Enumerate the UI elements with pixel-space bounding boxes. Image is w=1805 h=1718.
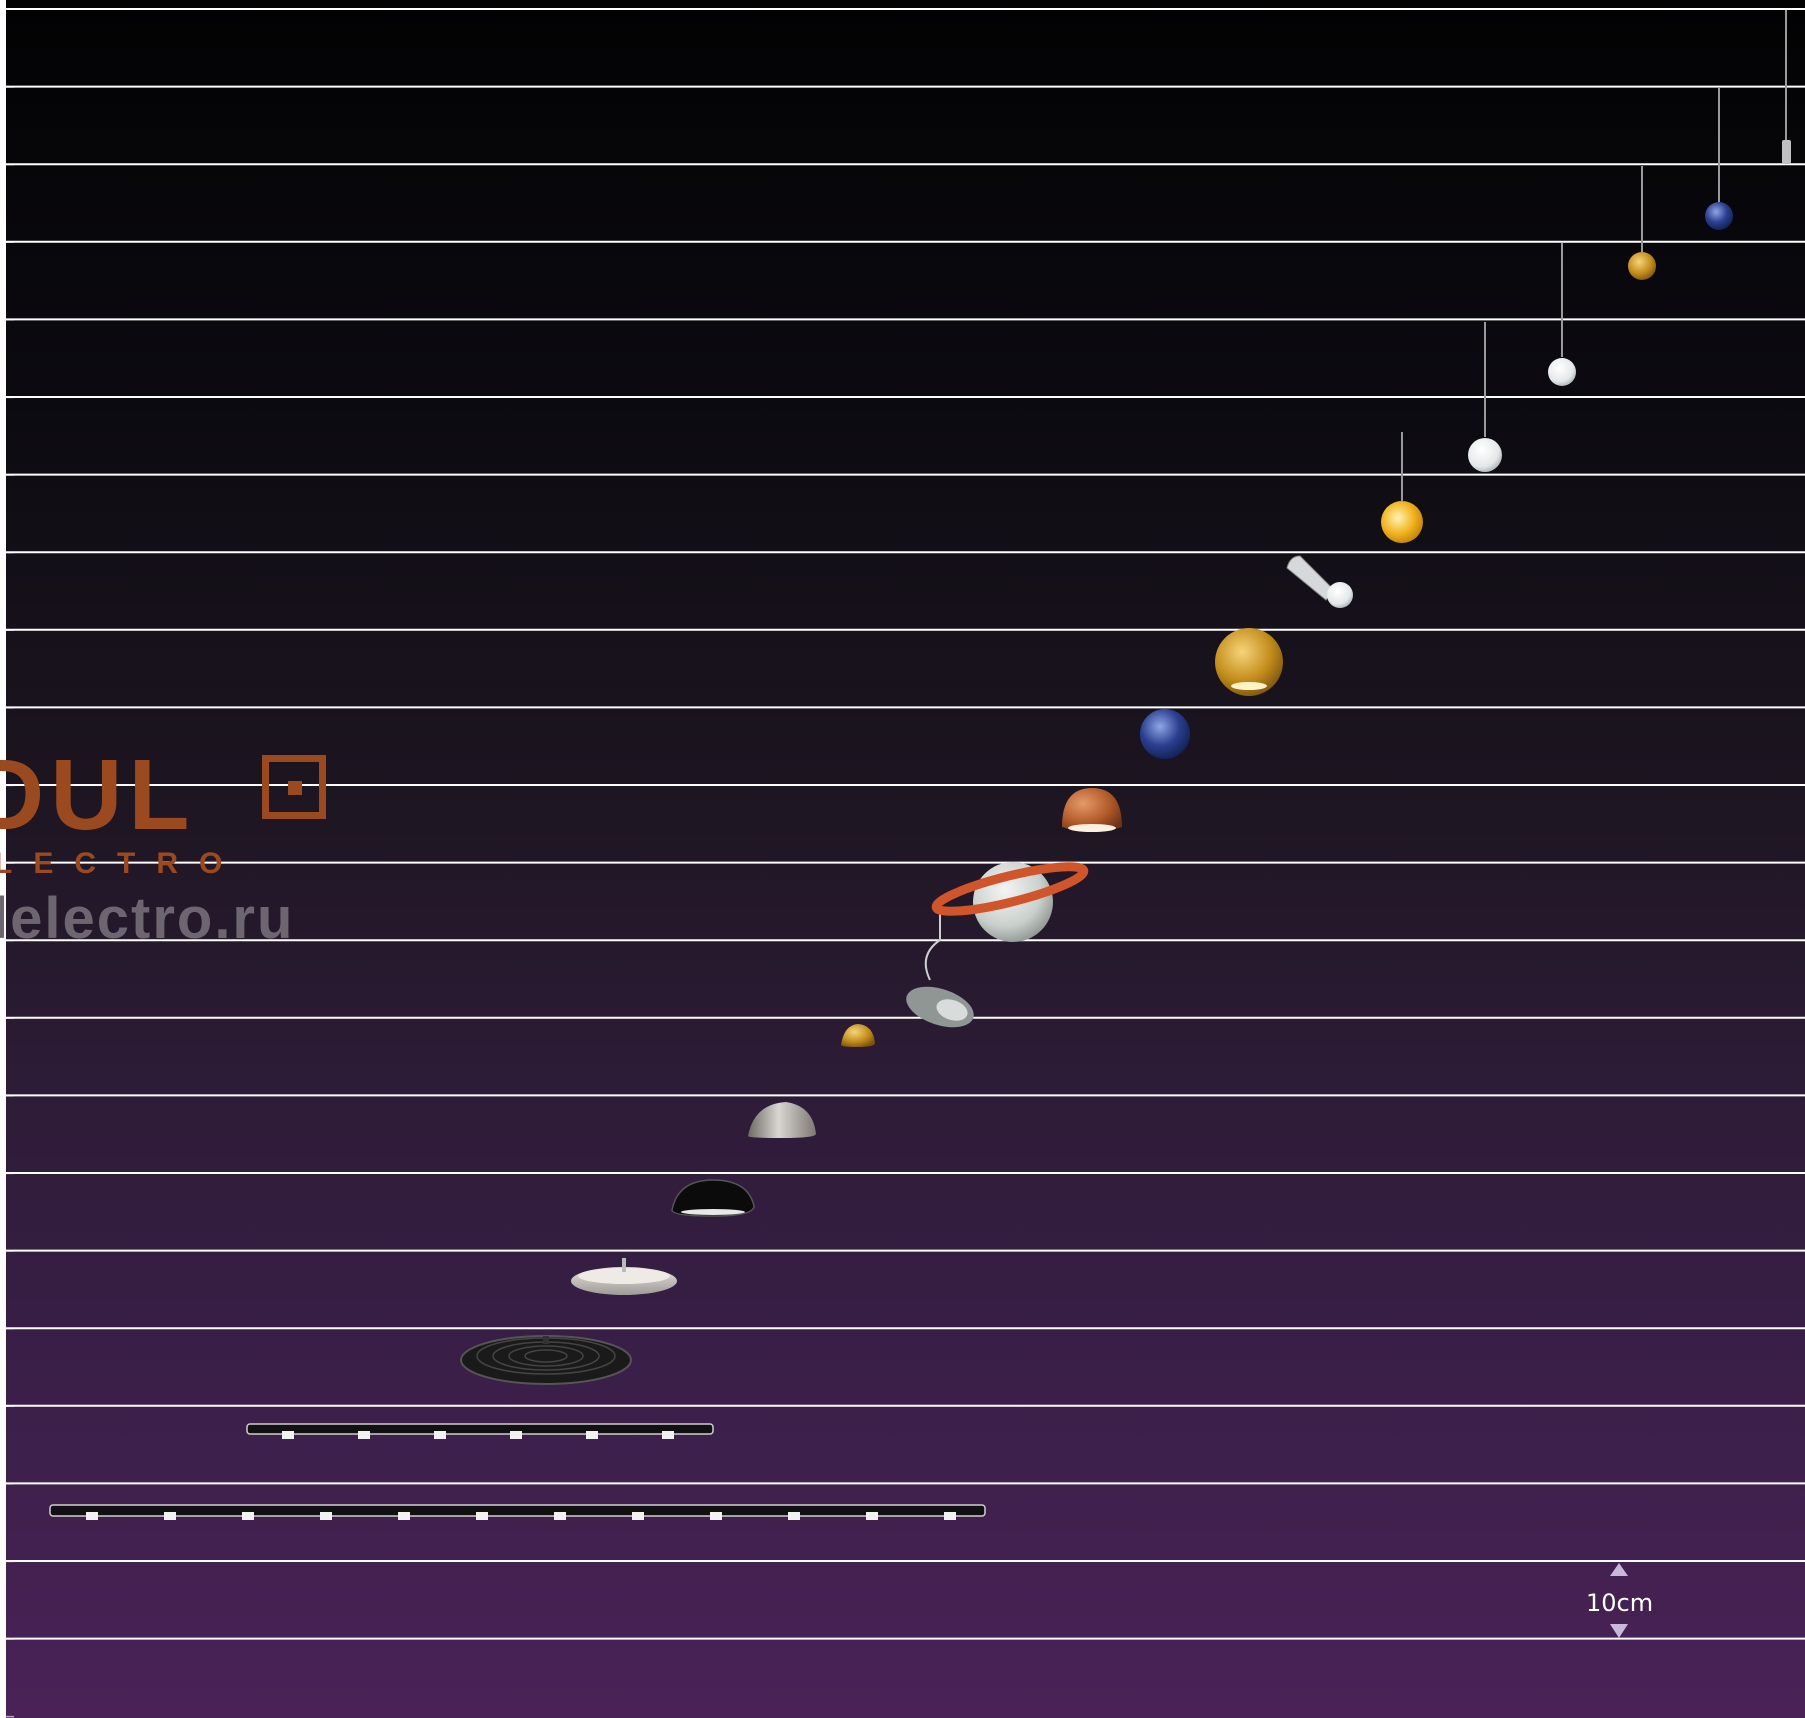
track-spot xyxy=(788,1512,800,1520)
dome-body xyxy=(671,1179,755,1217)
logo-square-icon xyxy=(262,755,326,819)
brand-logo: DUL LECTRO lelectro.ru xyxy=(0,745,340,945)
disc-stem xyxy=(543,1336,549,1344)
scale-up-arrow-icon xyxy=(1610,1563,1628,1576)
blue-globe-pendant xyxy=(1140,709,1190,759)
track-spot xyxy=(554,1512,566,1520)
frosted-ball-pendant xyxy=(1468,438,1502,472)
short-track-light xyxy=(246,1423,714,1439)
track-spot xyxy=(358,1431,370,1439)
black-disc-pendant xyxy=(460,1335,632,1385)
disc-top xyxy=(578,1268,670,1284)
small-gold-dome xyxy=(841,1024,875,1047)
track-spot xyxy=(282,1431,294,1439)
left-edge-bar xyxy=(0,0,6,1718)
logo-subtitle: LECTRO xyxy=(0,847,244,880)
silver-dome-pendant xyxy=(748,1102,816,1138)
gridlines xyxy=(6,8,1805,1640)
long-track-light xyxy=(49,1504,986,1520)
large-gold-globe xyxy=(1215,628,1283,696)
track-spot xyxy=(510,1431,522,1439)
black-dome-pendant xyxy=(671,1179,755,1217)
swivel-arm xyxy=(924,911,941,981)
track-body xyxy=(49,1504,986,1517)
track-spot xyxy=(710,1512,722,1520)
ball-body xyxy=(1548,358,1576,386)
yellow-ball-pendant xyxy=(1381,501,1423,543)
drop-body xyxy=(1628,252,1656,280)
track-spot xyxy=(662,1431,674,1439)
gold-drop-pendant xyxy=(1628,252,1656,280)
dome-body xyxy=(748,1102,816,1138)
track-spot xyxy=(866,1512,878,1520)
track-body xyxy=(246,1423,714,1435)
left-ticks xyxy=(0,86,14,1718)
disc-ring xyxy=(508,1345,584,1367)
track-spot xyxy=(398,1512,410,1520)
logo-wordmark: DUL xyxy=(0,745,196,851)
scale-label: 10cm xyxy=(1586,1589,1654,1617)
saturn-ring-pendant xyxy=(931,862,1089,942)
dome-light xyxy=(681,1209,745,1215)
track-spot xyxy=(164,1512,176,1520)
track-spot xyxy=(944,1512,956,1520)
track-spot xyxy=(86,1512,98,1520)
disc-ring xyxy=(524,1349,568,1363)
spot-bulb xyxy=(1327,582,1353,608)
track-spot xyxy=(242,1512,254,1520)
ball-body xyxy=(1381,501,1423,543)
cylinder-body xyxy=(1782,140,1791,164)
copper-globe-pendant xyxy=(1062,788,1122,832)
dome-body xyxy=(841,1024,875,1047)
globe-light xyxy=(1068,824,1116,832)
small-frosted-pendant xyxy=(1548,358,1576,386)
spot-body xyxy=(1286,555,1335,601)
track-spot xyxy=(586,1431,598,1439)
saturn-ring xyxy=(931,862,1089,916)
lamp-group xyxy=(49,10,1791,1638)
track-spot xyxy=(476,1512,488,1520)
globe-light xyxy=(1231,682,1267,690)
globe-body xyxy=(1215,628,1283,696)
drop-body xyxy=(1705,202,1733,230)
white-disc-pendant xyxy=(571,1258,677,1295)
scale-down-arrow-icon xyxy=(1610,1624,1628,1638)
ball-body xyxy=(1468,438,1502,472)
globe-body xyxy=(1062,788,1122,832)
silver-cylinder-pendant xyxy=(1782,140,1791,164)
track-spot xyxy=(320,1512,332,1520)
swivel-lens xyxy=(936,999,968,1021)
globe-body xyxy=(1140,709,1190,759)
white-angled-spot xyxy=(1286,555,1353,608)
track-spot xyxy=(632,1512,644,1520)
silver-swivel-spot xyxy=(906,911,974,1028)
logo-url: lelectro.ru xyxy=(0,886,295,945)
track-spot xyxy=(434,1431,446,1439)
disc-stem xyxy=(622,1258,626,1272)
blue-drop-pendant xyxy=(1705,202,1733,230)
